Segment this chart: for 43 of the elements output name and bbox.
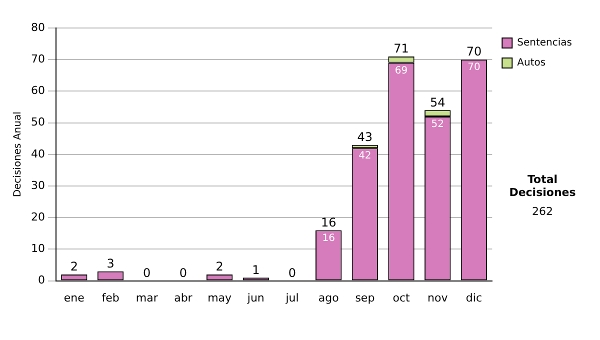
total-label: 0 [143, 266, 151, 280]
legend-label: Autos [517, 58, 546, 69]
x-tick-label: jun [246, 291, 264, 304]
y-tick-label: 80 [30, 20, 45, 34]
y-tick-label: 60 [30, 84, 45, 98]
data-label: 69 [394, 65, 408, 76]
x-tick-label: nov [428, 291, 448, 304]
total-label: 70 [466, 44, 482, 59]
text: 262 [531, 205, 554, 218]
total-label: 2 [70, 260, 78, 274]
x-tick-label: oct [392, 291, 411, 304]
y-tick-label: 70 [30, 52, 45, 66]
x-tick-label: may [208, 291, 232, 304]
x-tick-label: jul [284, 291, 299, 304]
total-label: 54 [430, 95, 446, 110]
legend-label: Sentencias [517, 38, 572, 49]
data-label: 16 [322, 232, 335, 244]
y-tick-label: 10 [30, 242, 45, 256]
y-tick-label: 0 [38, 274, 45, 287]
total-label: 2 [216, 260, 224, 274]
x-tick-label: ene [64, 291, 85, 304]
total-label: 43 [357, 130, 373, 144]
y-axis-title: Decisiones Anual [12, 112, 24, 198]
y-tick-label: 50 [30, 116, 45, 129]
data-label: 42 [358, 150, 372, 162]
text: Total Decisiones [508, 173, 577, 199]
x-tick-label: mar [136, 291, 158, 304]
x-tick-label: ago [318, 291, 340, 304]
total-label: 0 [288, 266, 296, 280]
x-tick-label: abr [174, 291, 193, 304]
total-label: 16 [320, 215, 336, 230]
total-label: 0 [179, 266, 188, 280]
y-tick-label: 20 [30, 210, 45, 224]
data-label: 52 [431, 119, 444, 130]
total-label: 3 [106, 256, 114, 270]
x-tick-label: dic [466, 291, 482, 304]
total-label: 1 [252, 262, 260, 277]
x-tick-label: feb [102, 291, 120, 304]
x-tick-label: sep [355, 291, 375, 304]
y-tick-label: 40 [30, 147, 45, 160]
data-label: 70 [468, 62, 480, 74]
y-tick-label: 30 [30, 178, 45, 192]
total-label: 71 [394, 42, 409, 56]
